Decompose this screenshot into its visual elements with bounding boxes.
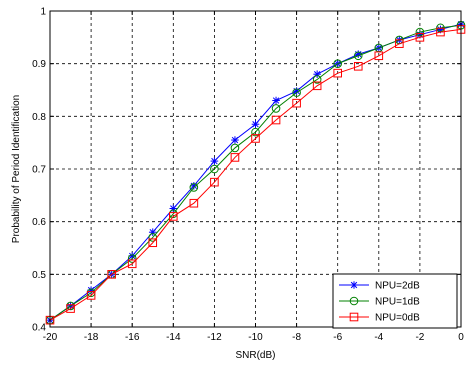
data-point <box>251 120 260 129</box>
data-point <box>251 127 260 137</box>
data-point <box>415 27 425 37</box>
data-point <box>169 212 178 221</box>
data-point <box>333 68 342 78</box>
data-point <box>210 157 219 165</box>
data-point <box>127 254 137 263</box>
data-point <box>312 75 322 84</box>
y-tick-label: 0.8 <box>32 112 46 123</box>
data-point <box>271 115 281 125</box>
data-point <box>251 134 260 143</box>
y-tick-label: 0.4 <box>32 323 46 334</box>
legend-label: NPU=1dB <box>375 297 420 308</box>
x-tick-label: -6 <box>333 332 342 343</box>
data-point <box>271 104 281 113</box>
data-point <box>436 27 445 37</box>
data-point <box>395 39 404 48</box>
data-point <box>415 33 425 42</box>
legend-label: NPU=2dB <box>375 281 420 292</box>
series-line <box>49 28 462 321</box>
legend-item: NPU=0dB <box>339 313 420 324</box>
legend-item: NPU=1dB <box>339 297 420 308</box>
data-point <box>292 98 301 108</box>
legend-item: NPU=2dB <box>339 281 420 292</box>
y-tick-label: 0.6 <box>32 217 46 228</box>
data-point <box>210 177 219 187</box>
data-point <box>210 164 219 174</box>
x-tick-label: -14 <box>166 332 181 343</box>
data-point <box>353 51 363 61</box>
legend-marker <box>350 281 358 289</box>
legend-marker <box>349 296 359 306</box>
data-point <box>66 304 75 313</box>
data-point <box>230 143 240 153</box>
x-tick-label: -4 <box>374 332 383 343</box>
data-point <box>148 238 158 248</box>
y-axis-label: Probability of Period Identification <box>11 95 22 243</box>
data-point <box>86 291 96 300</box>
x-tick-label: -12 <box>207 332 222 343</box>
data-point <box>353 62 363 71</box>
x-tick-label: -8 <box>292 332 301 343</box>
x-tick-label: -2 <box>415 332 424 343</box>
y-tick-label: 0.9 <box>32 59 46 70</box>
data-point <box>127 259 137 269</box>
y-tick-label: 1 <box>40 7 46 18</box>
series-3 <box>45 25 466 325</box>
legend-label: NPU=0dB <box>375 313 420 324</box>
y-tick-label: 0.5 <box>32 270 46 281</box>
data-point <box>230 153 240 162</box>
x-tick-label: -20 <box>43 332 58 343</box>
data-point <box>312 81 322 91</box>
series-line <box>49 24 462 321</box>
data-point <box>189 183 199 192</box>
x-tick-label: 0 <box>458 332 464 343</box>
x-tick-label: -18 <box>84 332 99 343</box>
tick-labels: -20 -18 -16 -14 -12 -10 -8 -6 -4 -2 00.40.50.60.70… <box>32 7 464 344</box>
x-tick-label: -16 <box>125 332 140 343</box>
data-point <box>333 59 343 68</box>
data-point <box>272 96 280 105</box>
x-axis-label: SNR(dB) <box>235 350 275 361</box>
x-tick-label: -10 <box>248 332 263 343</box>
series-layer <box>45 20 466 325</box>
legend: NPU=2dB NPU=1dB NPU=0dB <box>332 273 458 329</box>
y-tick-label: 0.7 <box>32 165 46 176</box>
data-point <box>107 270 116 279</box>
data-point <box>231 136 239 144</box>
data-point <box>374 51 384 61</box>
legend-marker <box>349 312 359 322</box>
data-point <box>189 198 199 208</box>
data-point <box>292 88 301 97</box>
